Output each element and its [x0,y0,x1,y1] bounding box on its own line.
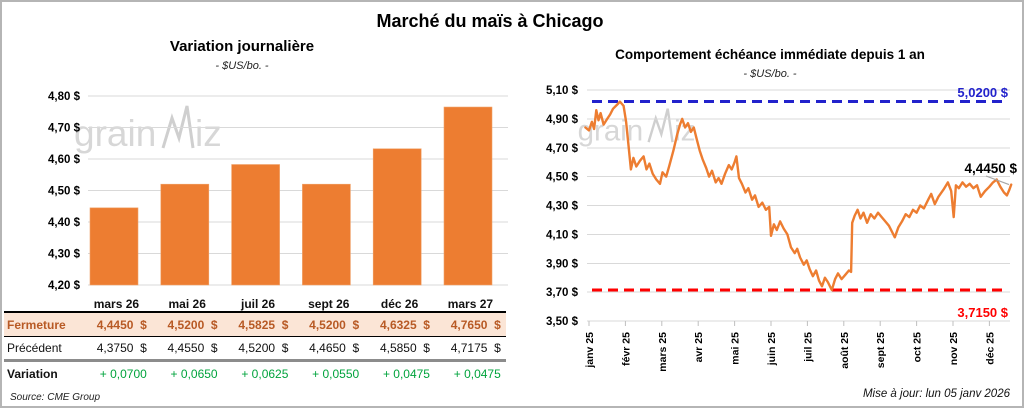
table-cell-var: + 0,0700 [99,367,147,381]
y-axis-tick-label: 4,80 $ [48,91,81,103]
table-cell-var: + 0,0550 [312,367,360,381]
x-axis-tick-label: juin 25 [766,332,778,366]
bar-sept 26 [302,183,351,286]
bar-mars 27 [443,106,493,286]
x-axis-tick-label: avr 25 [693,332,705,363]
grainwiz-watermark: grain iz [578,108,695,148]
table-cell-close: 4,4450 $ [81,313,152,337]
x-axis-tick-label: févr 25 [620,332,632,366]
y-axis-tick-label: 4,50 $ [48,186,81,198]
table-column-header: juil 26 [222,296,294,313]
x-axis-tick-label: mai 25 [730,332,742,365]
callout-leader-line [985,175,1010,186]
y-axis-tick-label: 4,10 $ [546,229,579,241]
y-axis-tick-label: 3,50 $ [546,316,579,328]
bar-juil 26 [231,164,280,286]
page-title: Marché du maïs à Chicago [376,11,604,31]
y-axis-tick-label: 4,30 $ [48,249,81,261]
x-axis-tick-label: sept 25 [875,332,887,368]
bar-mars 26 [89,207,139,286]
futures-table: mars 26 mai 26 juil 26 sept 26 déc 26 mars 27… [4,296,506,386]
x-axis-tick-label: oct 25 [912,332,924,363]
table-row-label-var: Variation [7,367,58,381]
table-cell-prev: 4,7175 $ [434,337,506,362]
y-axis-tick-label: 4,40 $ [48,217,81,229]
watermark-text: iz [195,113,222,154]
daily-variation-bar-chart: 4,20 $ 4,30 $ 4,40 $ 4,50 $ 4,60 $ 4,70 $ 4,80… [48,91,508,292]
table-cell-var: + 0,0650 [170,367,218,381]
table-corner-cell [4,296,81,313]
table-column-header: déc 26 [364,296,435,313]
line-chart-w-icon [647,108,674,143]
table-cell-close: 4,5200 $ [151,313,223,337]
source-note: Source: CME Group [10,392,101,403]
table-cell-close: 4,5825 $ [222,313,294,337]
table-column-header: mars 27 [434,296,506,313]
front-month-line-chart: 3,50 $ 3,70 $ 3,90 $ 4,10 $ 4,30 $ 4,50 $ 4,70… [546,85,1017,372]
watermark-text: grain [74,113,156,154]
y-axis-tick-label: 4,90 $ [546,114,579,126]
table-row-label-prev: Précédent [4,337,81,362]
last-price-label: 4,4450 $ [964,161,1017,176]
table-cell-prev: 4,4550 $ [151,337,223,362]
table-row-label-close: Fermeture [4,313,81,337]
x-axis-tick-label: mars 25 [657,332,669,372]
bar-mai 26 [160,183,210,286]
y-axis-tick-label: 4,70 $ [48,123,81,135]
table-cell-var: + 0,0475 [382,367,430,381]
reference-line-label: 5,0200 $ [957,85,1008,100]
table-column-header: mai 26 [151,296,223,313]
line-chart-title: Comportement échéance immédiate depuis 1… [615,47,925,62]
table-column-header: sept 26 [293,296,365,313]
table-cell-close: 4,7650 $ [434,313,506,337]
x-axis-tick-label: janv 25 [584,332,596,369]
y-axis-tick-label: 3,70 $ [546,287,579,299]
table-cell-prev: 4,5850 $ [364,337,435,362]
table-cell-var: + 0,0625 [241,367,289,381]
y-axis-tick-label: 4,20 $ [48,280,81,292]
table-cell-prev: 4,3750 $ [81,337,152,362]
y-axis-tick-label: 3,90 $ [546,258,579,270]
table-cell-prev: 4,4650 $ [293,337,365,362]
y-axis-tick-label: 4,60 $ [48,154,81,166]
table-cell-var: + 0,0475 [453,367,501,381]
table-cell-close: 4,6325 $ [364,313,435,337]
x-axis-tick-label: déc 25 [984,332,996,365]
x-axis-tick-label: août 25 [839,332,851,369]
bar-déc 26 [372,148,422,286]
bar-chart-title: Variation journalière [169,38,315,55]
update-note: Mise à jour: lun 05 janv 2026 [862,388,1010,400]
price-line-series [584,100,1013,292]
reference-line-label: 3,7150 $ [957,305,1008,320]
y-axis-tick-label: 4,30 $ [546,201,579,213]
x-axis-tick-label: juil 25 [802,332,814,363]
line-chart-subtitle: - $US/bo. - [743,68,797,80]
y-axis-tick-label: 5,10 $ [546,85,579,97]
table-cell-prev: 4,5200 $ [222,337,294,362]
grainwiz-watermark: grain iz [74,105,222,154]
y-axis-tick-label: 4,50 $ [546,172,579,184]
table-cell-close: 4,5200 $ [293,313,365,337]
table-column-header: mars 26 [81,296,152,313]
bar-chart-subtitle: - $US/bo. - [215,60,269,72]
y-axis-tick-label: 4,70 $ [546,143,579,155]
x-axis-tick-label: nov 25 [948,332,960,365]
